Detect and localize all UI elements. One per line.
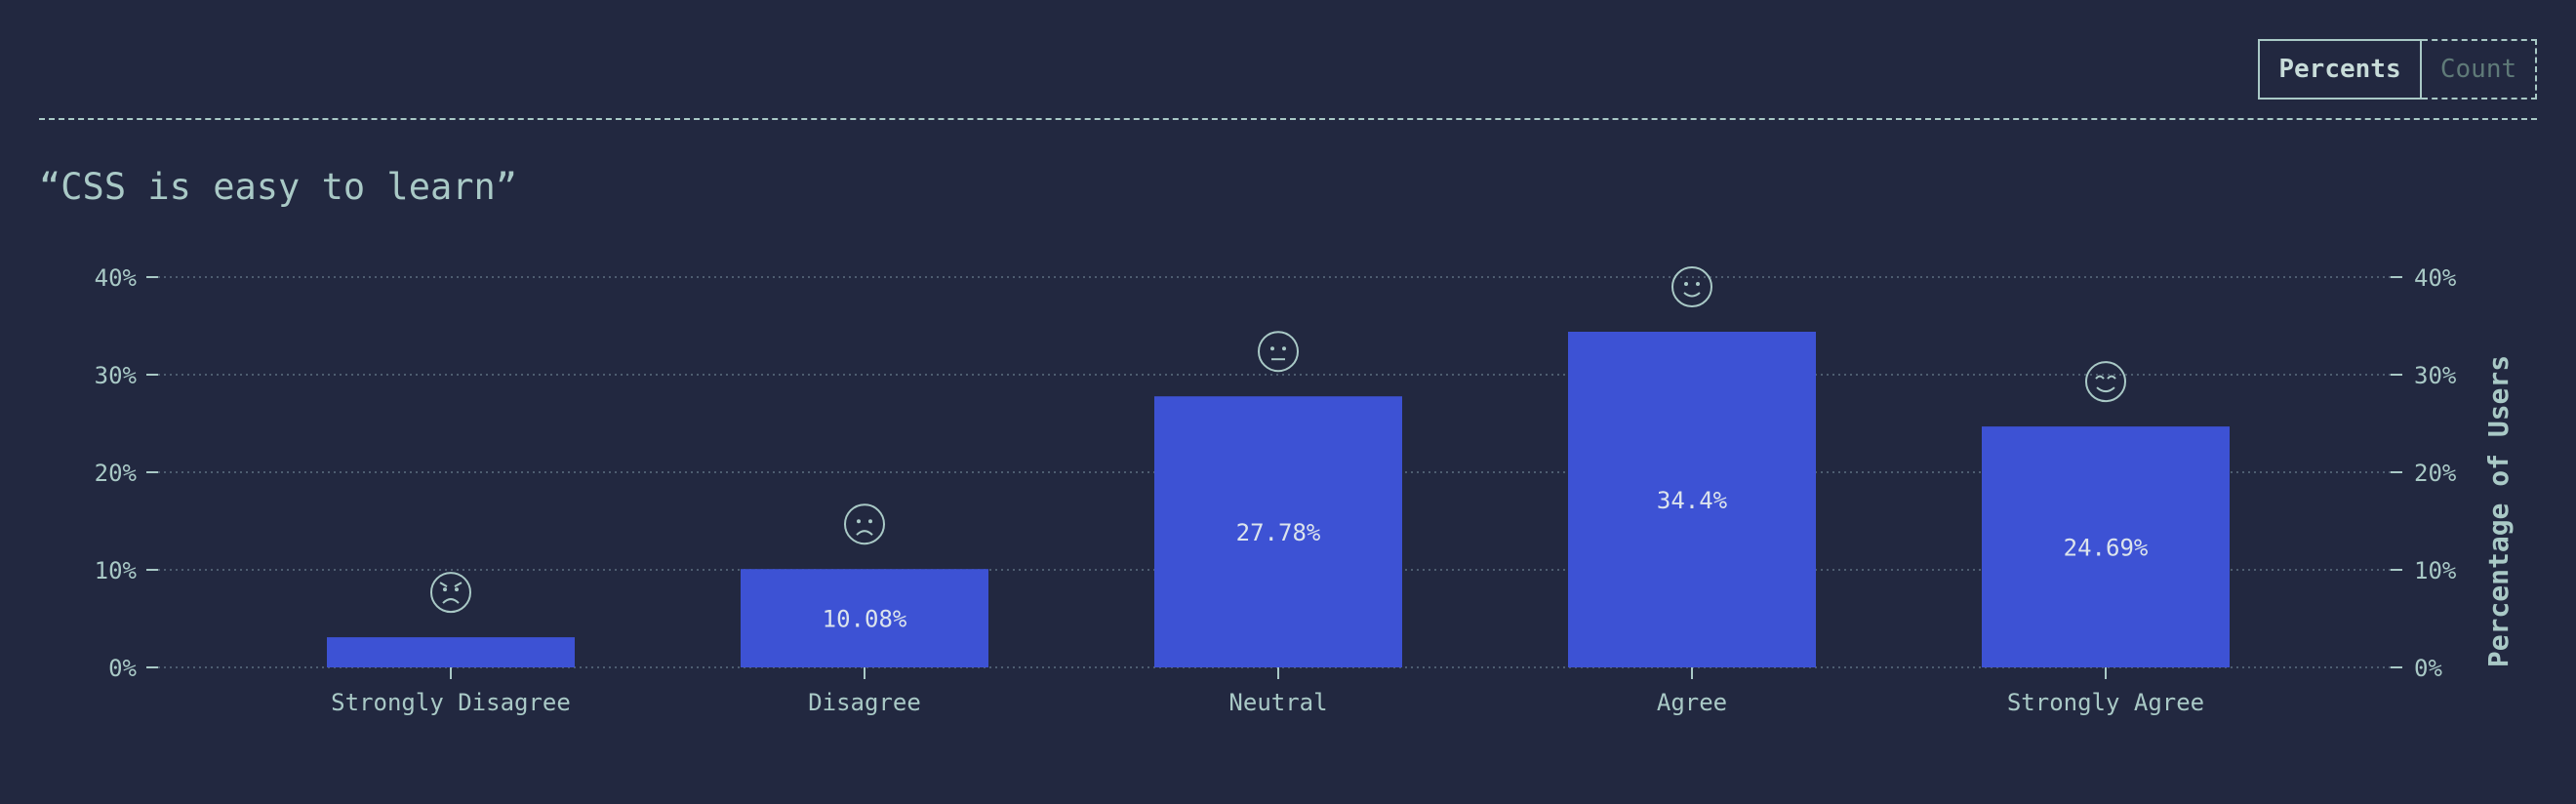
bar: [327, 637, 575, 667]
y-tick-label-right: 30%: [2414, 362, 2457, 389]
bar-value-label: 27.78%: [1236, 519, 1321, 546]
frowning-face-icon: [844, 503, 885, 545]
x-tick-label: Agree: [1657, 689, 1727, 716]
x-tick-label: Strongly Agree: [2007, 689, 2204, 716]
bar: [1568, 332, 1816, 667]
chart-title: “CSS is easy to learn”: [39, 166, 518, 208]
y-tick-label-right: 40%: [2414, 264, 2457, 292]
count-toggle-button[interactable]: Count: [2422, 39, 2537, 100]
bar: [741, 569, 988, 667]
bar-value-label: 24.69%: [2064, 535, 2149, 562]
neutral-face-icon: [1258, 331, 1299, 373]
smiling-face-icon: [1671, 266, 1712, 307]
header-divider: [39, 118, 2537, 120]
percents-toggle-button[interactable]: Percents: [2258, 39, 2422, 100]
y-tick-label: 0%: [108, 655, 137, 682]
y-tick-label-right: 10%: [2414, 557, 2457, 584]
bar-value-label: 10.08%: [823, 606, 907, 633]
y-tick-label: 30%: [95, 362, 138, 389]
bar: [1982, 426, 2230, 667]
y-tick-label: 10%: [95, 557, 138, 584]
angry-face-icon: [430, 572, 471, 614]
x-tick-label: Strongly Disagree: [331, 689, 571, 716]
x-tick-label: Disagree: [808, 689, 921, 716]
y-axis-label: Percentage of Users: [2482, 355, 2515, 667]
view-toggle: Percents Count: [2258, 39, 2537, 100]
bar-value-label: 34.4%: [1657, 487, 1728, 514]
y-tick-label: 40%: [95, 264, 138, 292]
y-tick-label-right: 20%: [2414, 460, 2457, 487]
y-tick-label: 20%: [95, 460, 138, 487]
x-tick-label: Neutral: [1228, 689, 1327, 716]
y-tick-label-right: 0%: [2414, 655, 2442, 682]
happy-face-icon: [2085, 361, 2126, 403]
bar: [1154, 396, 1402, 667]
